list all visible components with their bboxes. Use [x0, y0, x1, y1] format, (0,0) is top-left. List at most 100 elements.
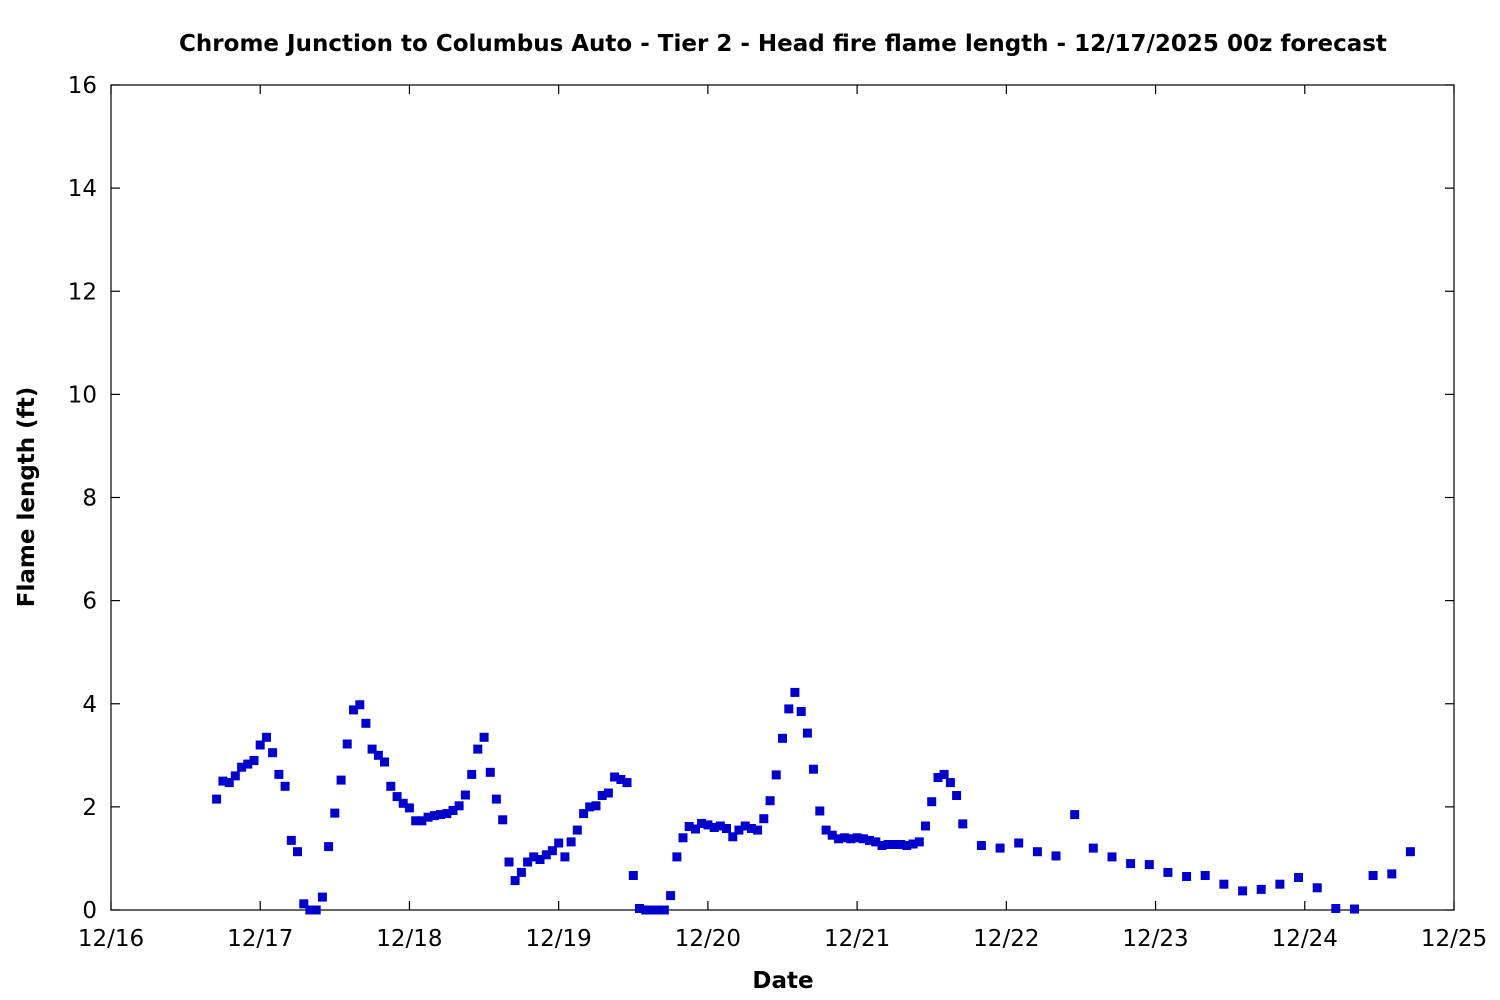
x-axis-label: Date: [752, 968, 813, 994]
data-point: [1088, 843, 1098, 853]
data-point: [666, 891, 676, 901]
data-point: [1051, 851, 1061, 861]
data-point: [579, 809, 589, 819]
data-point: [429, 811, 439, 821]
data-point: [908, 839, 918, 849]
data-point: [747, 824, 756, 833]
data-point: [1014, 838, 1024, 848]
data-point: [778, 733, 787, 743]
data-point: [858, 834, 868, 844]
data-point: [1163, 867, 1173, 877]
data-point: [921, 821, 930, 831]
data-point: [436, 810, 445, 820]
data-point: [784, 704, 794, 714]
data-point: [976, 841, 986, 850]
x-tick-label: 12/21: [824, 926, 890, 952]
y-tick-label: 2: [82, 795, 97, 821]
data-point: [392, 792, 402, 802]
data-point: [504, 857, 514, 867]
data-point: [585, 802, 595, 812]
data-point: [846, 834, 856, 844]
data-point: [1331, 904, 1341, 913]
y-tick-label: 0: [82, 898, 97, 924]
data-point: [753, 825, 763, 835]
x-tick-label: 12/20: [675, 926, 741, 952]
data-point: [324, 842, 334, 852]
data-point: [305, 905, 315, 915]
data-point: [299, 899, 309, 909]
data-point: [641, 905, 651, 915]
data-point: [423, 812, 433, 822]
data-point: [237, 762, 247, 772]
data-point: [827, 830, 837, 840]
data-point: [510, 876, 520, 886]
x-tick-label: 12/25: [1421, 926, 1487, 952]
data-point: [740, 821, 750, 831]
data-point: [442, 809, 452, 819]
data-point: [1368, 871, 1378, 880]
data-point: [653, 905, 663, 915]
data-point: [1070, 810, 1080, 820]
data-point: [554, 838, 564, 848]
data-point: [1126, 859, 1136, 869]
data-point: [765, 796, 775, 806]
data-point: [330, 808, 340, 818]
data-point: [995, 843, 1005, 853]
x-tick-label: 12/17: [227, 926, 293, 952]
data-point: [479, 732, 489, 742]
data-point: [274, 769, 284, 779]
data-point: [852, 833, 862, 843]
data-point: [293, 847, 302, 857]
data-point: [939, 769, 949, 779]
data-point: [635, 904, 644, 913]
data-point: [678, 833, 688, 843]
data-point: [771, 770, 781, 780]
data-point: [759, 814, 769, 824]
data-point: [485, 767, 495, 777]
data-point: [877, 841, 887, 850]
data-point: [1275, 879, 1285, 889]
data-point: [715, 821, 725, 831]
data-point: [659, 905, 669, 915]
data-point: [230, 771, 240, 781]
data-point: [398, 798, 408, 808]
data-point: [498, 815, 508, 825]
data-point: [1387, 869, 1397, 879]
y-tick-label: 12: [68, 279, 97, 305]
data-point: [224, 778, 234, 788]
data-point: [317, 892, 327, 902]
x-tick-label: 12/19: [526, 926, 592, 952]
data-point: [417, 816, 427, 826]
data-point: [460, 790, 470, 800]
data-point: [355, 700, 365, 710]
data-point: [945, 778, 955, 788]
data-point: [628, 871, 638, 880]
y-tick-label: 10: [68, 382, 97, 408]
data-point: [342, 739, 352, 749]
data-point: [597, 791, 607, 800]
data-point: [212, 794, 222, 804]
data-point: [691, 824, 700, 834]
data-point: [1144, 860, 1154, 870]
data-point: [547, 846, 557, 856]
data-point: [672, 852, 682, 862]
data-point: [367, 744, 377, 754]
data-point: [349, 705, 358, 715]
data-point: [1238, 886, 1248, 896]
data-point: [243, 759, 253, 769]
data-point: [734, 825, 744, 835]
data-point: [386, 781, 396, 791]
y-axis-label: Flame length (ft): [14, 387, 40, 607]
x-tick-label: 12/18: [376, 926, 442, 952]
data-point: [218, 776, 228, 786]
data-point: [1107, 852, 1117, 862]
data-point: [361, 718, 371, 728]
data-point: [523, 857, 533, 867]
data-point: [709, 823, 719, 832]
data-point: [840, 833, 850, 843]
data-point: [467, 769, 477, 779]
data-point: [815, 806, 825, 816]
data-series: [212, 687, 1415, 915]
data-point: [268, 748, 278, 758]
